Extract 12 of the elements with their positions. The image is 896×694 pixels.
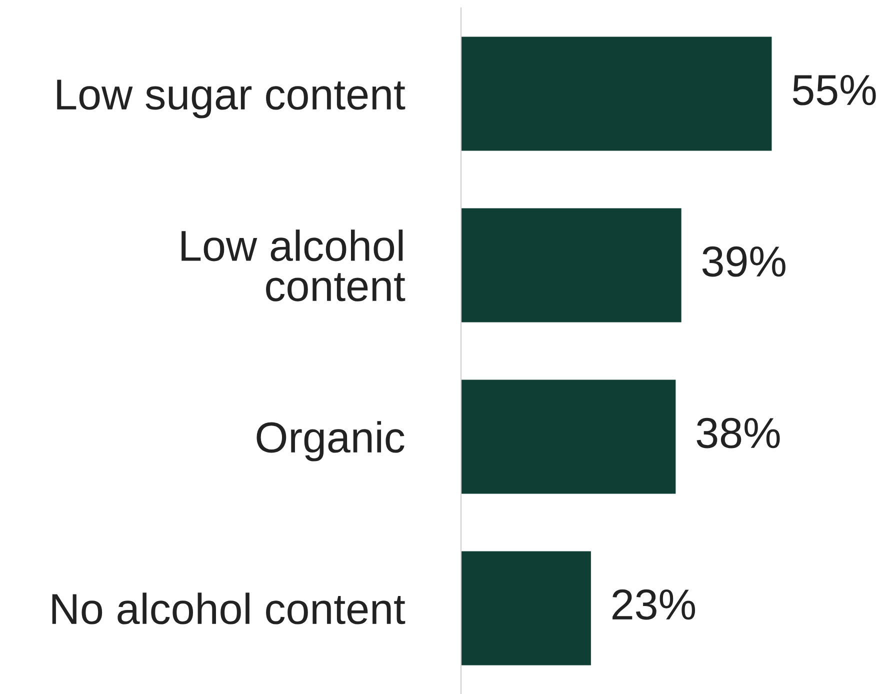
data-label: 39%	[702, 246, 786, 277]
y-tick-label: No alcohol content	[52, 592, 406, 624]
data-label: 23%	[612, 589, 696, 620]
bar	[461, 36, 772, 151]
bar	[461, 208, 682, 322]
bar	[461, 380, 676, 494]
y-tick-label: Low alcohol content	[182, 230, 406, 302]
data-label: 55%	[792, 75, 876, 106]
bar	[461, 551, 591, 666]
y-tick-label: Organic	[256, 421, 404, 462]
y-tick-label: Low sugar content	[57, 80, 406, 118]
data-label: 38%	[696, 418, 780, 448]
